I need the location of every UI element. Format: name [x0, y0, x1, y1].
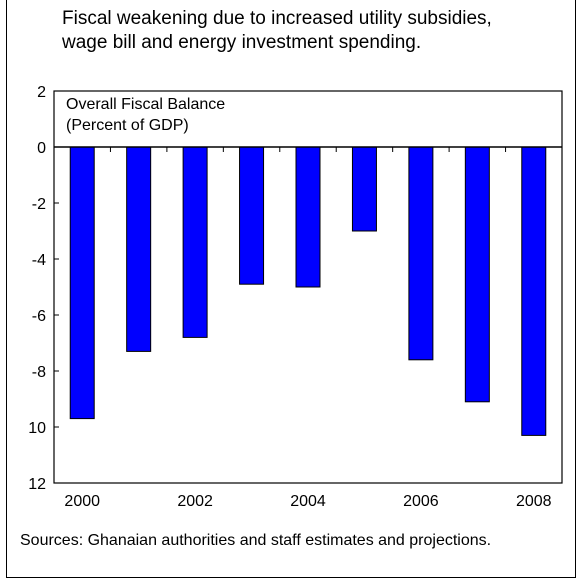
bar-2005 — [351, 146, 377, 232]
chart-subtitle: (Percent of GDP) — [66, 117, 189, 134]
bars-group — [69, 146, 547, 436]
y-tick-label: 0 — [37, 140, 46, 157]
x-tick-label: 2008 — [516, 493, 552, 510]
y-tick-label: 12 — [28, 476, 46, 493]
y-tick-label: -2 — [32, 196, 46, 213]
y-tick-label: 2 — [37, 84, 46, 101]
y-tick-label: -6 — [32, 308, 46, 325]
axes-group: 2 0 -2 -4 -6 -8 10 12 2000 2002 2004 2006 2008 — [28, 84, 562, 510]
x-tick-label: 2006 — [403, 493, 439, 510]
source-note: Sources: Ghanaian authorities and staff … — [20, 532, 492, 549]
bar-2004 — [295, 146, 321, 288]
bar-2002 — [182, 146, 208, 338]
x-tick-label: 2002 — [177, 493, 213, 510]
chart-title: Overall Fiscal Balance — [66, 96, 225, 113]
bar-2001 — [126, 146, 152, 352]
bar-2006 — [408, 146, 434, 361]
chart-headline: Fiscal weakening due to increased utilit… — [62, 8, 492, 53]
bar-2003 — [239, 146, 265, 285]
y-tick-label: -4 — [32, 252, 46, 269]
chart-frame — [6, 0, 576, 578]
bar-2000 — [69, 146, 95, 420]
y-tick-label: 10 — [28, 420, 46, 437]
x-tick-label: 2000 — [64, 493, 100, 510]
bar-2008 — [521, 146, 547, 436]
y-tick-label: -8 — [32, 364, 46, 381]
bar-2007 — [464, 146, 490, 403]
x-tick-label: 2004 — [290, 493, 326, 510]
plot-area — [53, 90, 563, 484]
